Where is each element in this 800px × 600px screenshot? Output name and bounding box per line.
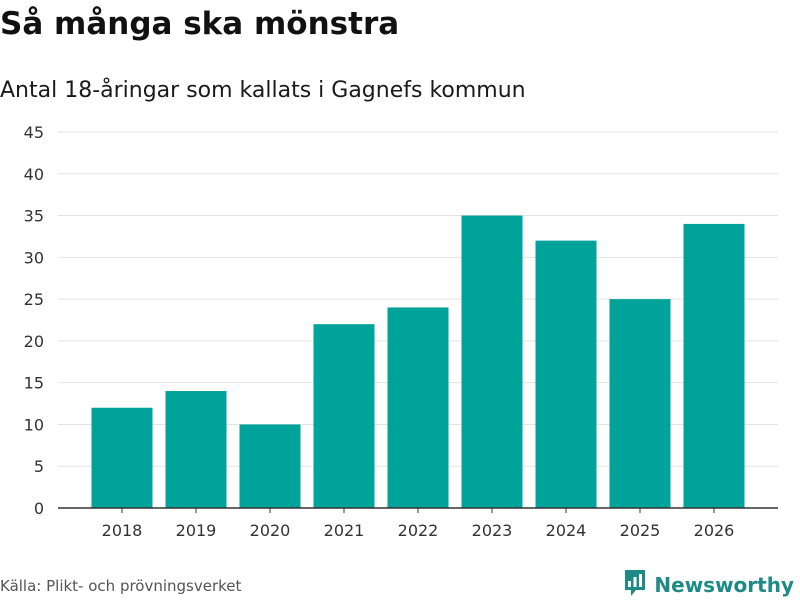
- bar-2018[interactable]: [91, 407, 153, 508]
- y-tick-label: 0: [34, 499, 44, 518]
- y-axis-ticks: 0 5 10 15 20 25 30 35 40 45: [24, 123, 44, 518]
- y-tick-label: 35: [24, 207, 44, 226]
- bars: [91, 215, 745, 509]
- bar-2024[interactable]: [535, 240, 597, 508]
- y-tick-label: 30: [24, 248, 44, 267]
- chart-subtitle: Antal 18-åringar som kallats i Gagnefs k…: [0, 78, 526, 103]
- brand-name: Newsworthy: [654, 573, 794, 597]
- x-tick-label: 2026: [694, 521, 735, 540]
- x-tick-label: 2022: [398, 521, 439, 540]
- bar-2023[interactable]: [461, 215, 523, 509]
- bar-2020[interactable]: [239, 424, 301, 508]
- y-tick-label: 10: [24, 415, 44, 434]
- logo-bar-3: [639, 574, 643, 587]
- bar-2019[interactable]: [165, 391, 227, 508]
- x-tick-label: 2018: [102, 521, 143, 540]
- y-tick-label: 20: [24, 332, 44, 351]
- bar-2025[interactable]: [609, 299, 671, 508]
- logo-bar-2: [633, 577, 637, 587]
- source-note: Källa: Plikt- och prövningsverket: [0, 577, 242, 595]
- bar-2022[interactable]: [387, 307, 449, 508]
- y-tick-label: 45: [24, 123, 44, 142]
- x-tick-label: 2021: [324, 521, 365, 540]
- y-tick-label: 5: [34, 457, 44, 476]
- y-tick-label: 40: [24, 165, 44, 184]
- bar-2021[interactable]: [313, 324, 375, 508]
- chart-title: Så många ska mönstra: [0, 6, 400, 42]
- brand-logo[interactable]: Newsworthy: [623, 568, 794, 600]
- x-tick-label: 2024: [546, 521, 587, 540]
- x-tick-label: 2025: [620, 521, 661, 540]
- x-tick-label: 2019: [176, 521, 217, 540]
- bar-2026[interactable]: [683, 223, 745, 508]
- y-tick-label: 25: [24, 290, 44, 309]
- x-axis-ticks: 2018 2019 2020 2021 2022 2023 2024 2025 2026: [102, 508, 735, 540]
- x-tick-label: 2023: [472, 521, 513, 540]
- bar-chart-speech-bubble-icon: [623, 568, 647, 600]
- x-tick-label: 2020: [250, 521, 291, 540]
- logo-bar-1: [628, 581, 632, 587]
- y-tick-label: 15: [24, 374, 44, 393]
